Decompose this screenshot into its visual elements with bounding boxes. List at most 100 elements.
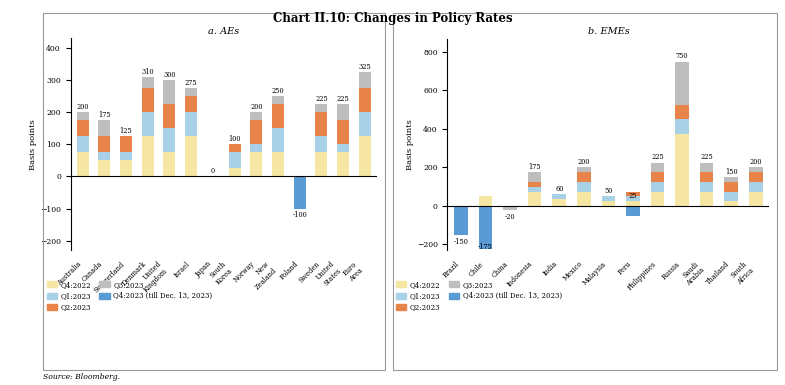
Bar <box>651 182 664 191</box>
Bar <box>338 120 349 144</box>
Bar <box>185 136 197 176</box>
Text: Source: Bloomberg.: Source: Bloomberg. <box>43 373 120 381</box>
Bar <box>577 172 590 182</box>
Bar <box>272 96 284 104</box>
Bar <box>185 96 197 112</box>
Bar <box>479 196 492 206</box>
Bar <box>675 105 689 119</box>
Text: 25: 25 <box>629 192 637 199</box>
Bar <box>338 152 349 176</box>
Bar <box>163 104 175 128</box>
Bar <box>98 120 110 136</box>
Bar <box>77 152 89 176</box>
Bar <box>553 199 566 206</box>
Text: 175: 175 <box>98 111 111 119</box>
Bar <box>528 182 542 187</box>
Bar <box>250 112 262 120</box>
Bar <box>338 104 349 120</box>
Bar <box>700 182 714 191</box>
Bar <box>675 134 689 206</box>
Text: 200: 200 <box>578 158 590 166</box>
Bar <box>142 112 154 136</box>
Bar <box>455 206 468 235</box>
Text: 300: 300 <box>163 71 176 79</box>
Bar <box>749 172 762 182</box>
Bar <box>700 162 714 172</box>
Bar <box>359 72 371 88</box>
Bar <box>120 136 132 152</box>
Text: -175: -175 <box>478 243 493 251</box>
Bar <box>316 152 327 176</box>
Bar <box>651 172 664 182</box>
Bar <box>163 152 175 176</box>
Bar <box>185 112 197 136</box>
Bar <box>77 120 89 136</box>
Bar <box>651 191 664 206</box>
Bar <box>163 80 175 104</box>
Bar <box>626 191 640 196</box>
Text: 310: 310 <box>141 68 154 76</box>
Text: 100: 100 <box>228 135 241 143</box>
Bar <box>725 201 738 206</box>
Bar <box>359 88 371 112</box>
Bar <box>338 144 349 152</box>
Bar <box>228 152 240 168</box>
Text: 200: 200 <box>76 103 89 111</box>
Bar <box>577 167 590 172</box>
Bar <box>98 152 110 161</box>
Bar <box>700 191 714 206</box>
Text: 200: 200 <box>250 103 262 111</box>
Bar <box>503 206 517 210</box>
Bar <box>228 168 240 176</box>
Bar <box>651 162 664 172</box>
Text: Chart II.10: Changes in Policy Rates: Chart II.10: Changes in Policy Rates <box>272 12 513 25</box>
Bar <box>601 201 615 206</box>
Bar <box>163 128 175 152</box>
Text: 50: 50 <box>604 187 612 195</box>
Bar <box>553 194 566 199</box>
Bar <box>601 196 615 201</box>
Text: 150: 150 <box>725 167 738 176</box>
Bar <box>749 191 762 206</box>
Bar <box>700 172 714 182</box>
Text: -20: -20 <box>505 213 516 221</box>
Bar <box>626 196 640 201</box>
Bar <box>626 201 640 206</box>
Text: 750: 750 <box>676 52 688 60</box>
Bar <box>577 182 590 191</box>
Bar <box>77 136 89 152</box>
Bar <box>316 104 327 112</box>
Bar <box>749 182 762 191</box>
Bar <box>250 144 262 152</box>
Bar <box>725 191 738 201</box>
Bar <box>98 136 110 152</box>
Text: -150: -150 <box>454 238 469 246</box>
Bar <box>316 112 327 136</box>
Bar <box>528 187 542 191</box>
Bar <box>626 206 640 216</box>
Y-axis label: Basis points: Basis points <box>406 119 414 170</box>
Bar <box>294 176 305 209</box>
Title: a. AEs: a. AEs <box>208 27 239 36</box>
Bar <box>142 77 154 88</box>
Bar <box>272 152 284 176</box>
Y-axis label: Basis points: Basis points <box>29 119 37 170</box>
Bar <box>528 172 542 182</box>
Bar <box>675 62 689 105</box>
Text: 200: 200 <box>750 158 762 166</box>
Bar <box>725 182 738 191</box>
Text: 175: 175 <box>528 163 541 171</box>
Bar <box>577 191 590 206</box>
Title: b. EMEs: b. EMEs <box>587 27 630 36</box>
Bar <box>250 120 262 144</box>
Bar <box>272 128 284 152</box>
Bar <box>120 161 132 176</box>
Text: 60: 60 <box>555 185 564 193</box>
Text: -100: -100 <box>292 211 307 219</box>
Bar <box>142 136 154 176</box>
Text: 325: 325 <box>359 63 371 71</box>
Bar <box>316 136 327 152</box>
Bar <box>272 104 284 128</box>
Text: 225: 225 <box>315 95 328 103</box>
Bar <box>98 161 110 176</box>
